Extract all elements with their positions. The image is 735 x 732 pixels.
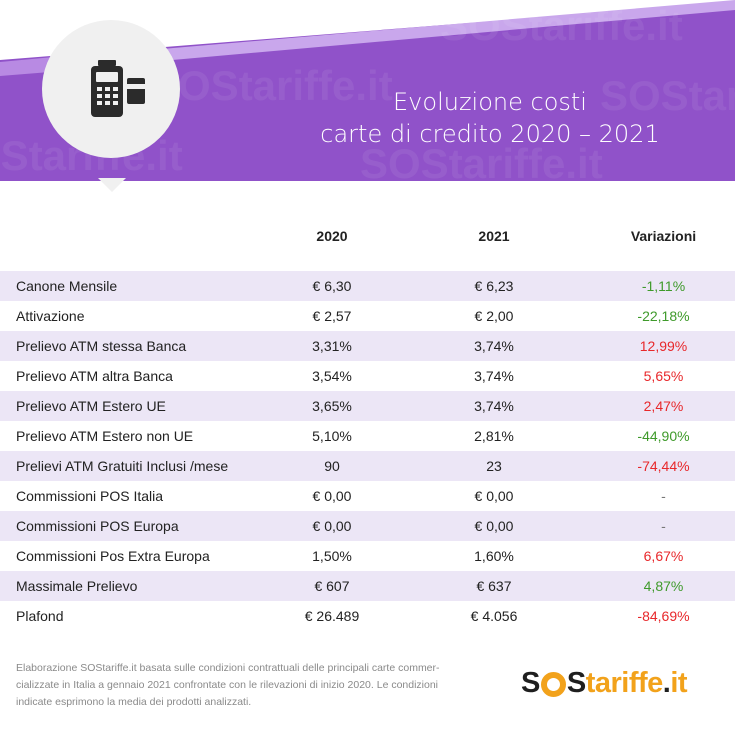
value-2021: 3,74% (396, 331, 592, 361)
variation-value: - (661, 488, 666, 504)
row-label: Massimale Prelievo (0, 571, 268, 601)
table-row: Commissioni POS Europa € 0,00 € 0,00- (0, 511, 735, 541)
footnote: Elaborazione SOStariffe.it basata sulle … (16, 660, 516, 711)
title-line-1: Evoluzione costi (393, 88, 587, 116)
variation-value: -22,18% (637, 308, 690, 324)
column-header-label (0, 212, 268, 259)
column-header-variazioni: Variazioni (630, 227, 697, 244)
row-label: Prelievo ATM altra Banca (16, 368, 173, 384)
footnote-line-1: Elaborazione SOStariffe.it basata sulle … (16, 662, 440, 674)
table-header-row: 2020 2021 Variazioni (0, 212, 735, 259)
title-line-2: carte di credito 2020 – 2021 (320, 120, 660, 148)
value-2021: € 0,00 (396, 511, 592, 541)
row-label: Prelievo ATM Estero UE (0, 391, 268, 421)
value-2020: 3,65% (268, 391, 396, 421)
row-label: Prelievo ATM stessa Banca (0, 331, 268, 361)
value-2021: € 2,00 (474, 308, 514, 324)
value-2020: € 0,00 (312, 488, 352, 504)
table-row: Prelievi ATM Gratuiti Inclusi /mese 90 23-… (0, 451, 735, 481)
table-row: Prelievo ATM altra Banca 3,54% 3,74% 5,65% (0, 361, 735, 391)
table-row: Prelievo ATM Estero UE 3,65% 3,74% 2,47% (0, 391, 735, 421)
variation-value: -74,44% (592, 451, 735, 481)
icon-badge-pointer (98, 178, 126, 192)
variation-value: 2,47% (592, 391, 735, 421)
value-2021: € 637 (396, 571, 592, 601)
header-background: SOStariffe.it SOStariffe.it SOStariffe.i… (0, 0, 735, 181)
value-2020: € 26.489 (304, 608, 360, 624)
value-2020: € 6,30 (268, 271, 396, 301)
value-2020: 1,50% (312, 548, 352, 564)
variation-value: - (592, 511, 735, 541)
row-label: Prelievo ATM Estero non UE (16, 428, 194, 444)
value-2021: € 4.056 (470, 608, 518, 624)
table-row: Commissioni Pos Extra Europa 1,50% 1,60% 6,… (0, 541, 735, 571)
table-row: Canone Mensile € 6,30 € 6,23 -1,11% (0, 271, 735, 301)
value-2021: 3,74% (474, 368, 514, 384)
column-header-2021: 2021 (478, 227, 510, 244)
value-2020: € 0,00 (268, 511, 396, 541)
svg-text:SOStariffe.it: SOStariffe.it (600, 72, 735, 119)
footnote-line-3: indicate esprimono la media dei prodotti… (16, 696, 252, 708)
table-row: Commissioni POS Italia € 0,00 € 0,00 - (0, 481, 735, 511)
value-2021: 2,81% (474, 428, 514, 444)
variation-value: -1,11% (592, 271, 735, 301)
table-row: Massimale Prelievo € 607 € 637 4,87% (0, 571, 735, 601)
row-label: Commissioni POS Italia (16, 488, 164, 504)
row-label: Attivazione (16, 308, 85, 324)
value-2021: 1,60% (474, 548, 514, 564)
table-row: Prelievo ATM stessa Banca 3,31% 3,74% 12,99… (0, 331, 735, 361)
value-2020: 3,31% (268, 331, 396, 361)
value-2020: 90 (268, 451, 396, 481)
value-2021: 3,74% (396, 391, 592, 421)
table-row: Plafond € 26.489 € 4.056 -84,69% (0, 601, 735, 631)
row-label: Commissioni POS Europa (0, 511, 268, 541)
value-2021: € 6,23 (396, 271, 592, 301)
variation-value: 5,65% (643, 368, 684, 384)
row-label: Commissioni Pos Extra Europa (16, 548, 210, 564)
value-2021: 23 (396, 451, 592, 481)
svg-text:SOStariffe.it: SOStariffe.it (360, 140, 603, 181)
column-header-2020: 2020 (316, 227, 348, 244)
row-label: Canone Mensile (0, 271, 268, 301)
pos-terminal-icon (91, 60, 145, 117)
variation-value: 4,87% (592, 571, 735, 601)
value-2020: € 607 (268, 571, 396, 601)
svg-text:SOStariffe.it: SOStariffe.it (440, 2, 683, 49)
variation-value: -44,90% (637, 428, 690, 444)
footnote-line-2: cializzate in Italia a gennaio 2021 conf… (16, 679, 439, 691)
variation-value: 12,99% (592, 331, 735, 361)
variation-value: -84,69% (637, 608, 690, 624)
table-row: Attivazione € 2,57 € 2,00 -22,18% (0, 301, 735, 331)
watermark-text: SOStariffe.it (150, 62, 393, 109)
value-2020: 3,54% (312, 368, 352, 384)
value-2021: € 0,00 (474, 488, 514, 504)
page-title: Evoluzione costi carte di credito 2020 –… (270, 86, 710, 150)
table-row: Prelievo ATM Estero non UE 5,10% 2,81% -44,… (0, 421, 735, 451)
header-banner: SOStariffe.it SOStariffe.it SOStariffe.i… (0, 0, 735, 181)
row-label: Prelievi ATM Gratuiti Inclusi /mese (0, 451, 268, 481)
row-label: Plafond (16, 608, 64, 624)
variation-value: 6,67% (643, 548, 684, 564)
value-2020: 5,10% (312, 428, 352, 444)
costs-table: 2020 2021 Variazioni Canone Mensile € 6,3… (0, 212, 735, 631)
value-2020: € 2,57 (312, 308, 352, 324)
